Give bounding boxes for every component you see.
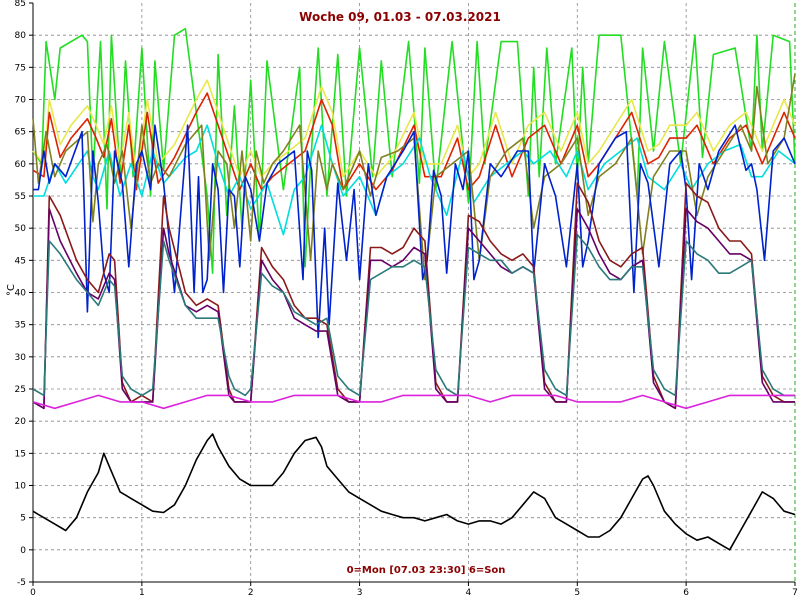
x-tick-labels: 0 1 2 3 4 5 6 7 (30, 588, 798, 598)
y-tick-label: 0 (20, 546, 26, 556)
series-line-8 (32, 233, 795, 397)
y-tick-label: -5 (17, 578, 26, 588)
x-tick-label: 2 (248, 588, 254, 598)
chart-title: Woche 09, 01.03 - 07.03.2021 (299, 10, 501, 24)
y-tick-label: 50 (15, 224, 27, 234)
y-tick-label: 55 (15, 192, 26, 202)
x-tick-label: 5 (574, 588, 580, 598)
y-tick-label: 15 (15, 449, 26, 459)
y-tick-label: 5 (20, 514, 26, 524)
series-line-10 (32, 433, 796, 551)
series-line-9 (32, 394, 795, 410)
y-tick-label: 10 (15, 482, 27, 492)
y-tick-label: 80 (15, 31, 27, 41)
y-tick-label: 60 (15, 160, 27, 170)
y-axis-label: °C (6, 284, 17, 296)
y-tick-label: 25 (15, 385, 26, 395)
y-tick-label: 30 (15, 353, 27, 363)
chart-footer: 0=Mon [07.03 23:30] 6=Son (347, 565, 506, 576)
x-tick-label: 7 (792, 588, 798, 598)
y-tick-label: 40 (15, 289, 27, 299)
data-series (32, 27, 796, 551)
series-line-2 (32, 92, 796, 191)
y-tick-label: 35 (15, 321, 26, 331)
x-tick-label: 1 (139, 588, 145, 598)
x-tick-label: 0 (30, 588, 36, 598)
y-tick-label: 20 (15, 417, 27, 427)
x-tick-label: 6 (683, 588, 689, 598)
y-tick-label: 65 (15, 128, 26, 138)
y-tick-label: 45 (15, 256, 26, 266)
x-tick-label: 3 (357, 588, 363, 598)
axes (29, 2, 796, 586)
series-line-5 (33, 124, 796, 339)
y-tick-label: 70 (15, 96, 27, 106)
x-tick-label: 4 (466, 588, 472, 598)
y-tick-label: 75 (15, 63, 26, 73)
y-tick-labels: -5 0 5 10 15 20 25 30 35 40 45 50 55 60 65 70 75 80 85 (15, 0, 27, 588)
y-tick-label: 85 (15, 0, 26, 9)
